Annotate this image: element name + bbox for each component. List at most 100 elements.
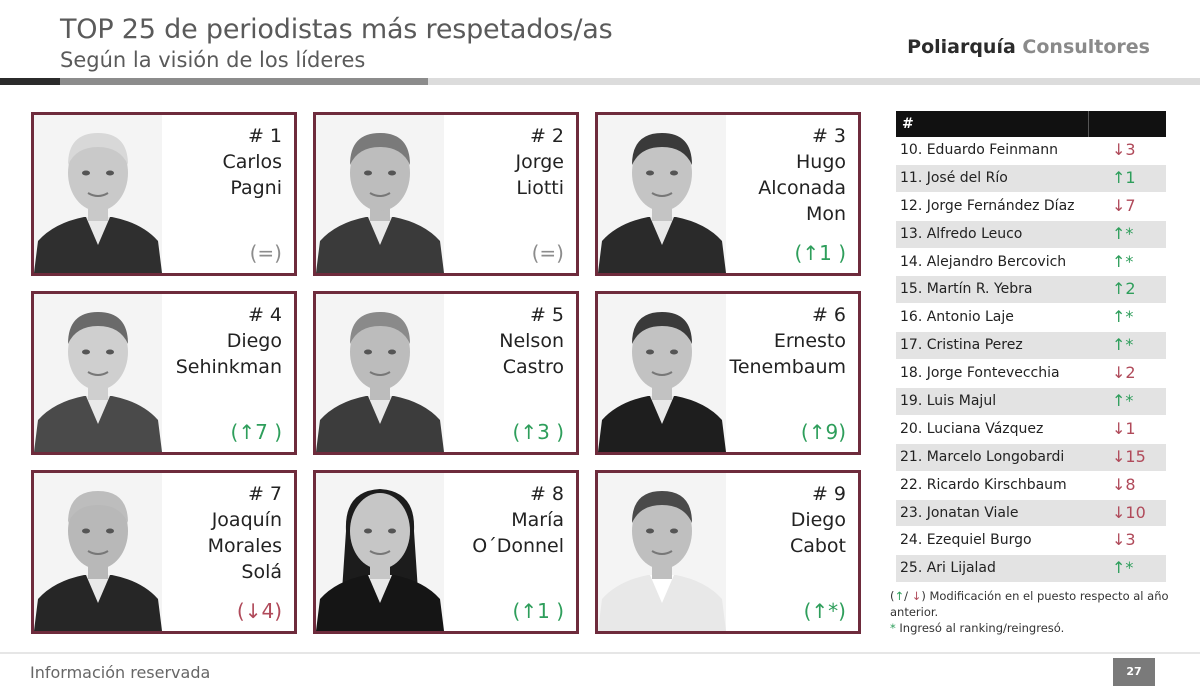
table-row: 20. Luciana Vázquez ↓1 <box>896 416 1166 444</box>
journalist-name-line-2: O´Donnel <box>472 535 564 557</box>
table-row-name: 17. Cristina Perez <box>900 337 1023 354</box>
table-row-change: ↓3 <box>1112 140 1136 159</box>
table-row-change: ↑* <box>1112 335 1134 355</box>
table-row-change: ↑1 <box>1112 167 1136 187</box>
journalist-name-line-1: Ernesto <box>773 330 846 352</box>
journalist-card: # 6 Ernesto Tenembaum (↑9) <box>595 291 861 455</box>
journalist-rank: # 4 <box>247 304 282 326</box>
journalist-photo <box>316 115 444 273</box>
journalist-name-line-2: Alconada <box>758 177 846 199</box>
journalist-rank: # 6 <box>811 304 846 326</box>
legend-line-2: * Ingresó al ranking/reingresó. <box>890 620 1180 636</box>
rank-change: (↑9) <box>800 420 846 444</box>
table-header-separator <box>1088 111 1089 137</box>
page-title: TOP 25 de periodistas más respetados/as <box>60 14 613 45</box>
journalist-photo <box>34 294 162 452</box>
rank-change: (↑*) <box>803 599 846 623</box>
journalist-name-line-2: Cabot <box>789 535 846 557</box>
journalist-rank: # 8 <box>529 483 564 505</box>
table-row: 23. Jonatan Viale ↓10 <box>896 499 1166 528</box>
table-row: 21. Marcelo Longobardi ↓15 <box>896 443 1166 472</box>
legend-asterisk: * <box>890 621 896 635</box>
table-row-change: ↓7 <box>1112 195 1136 215</box>
journalist-rank: # 3 <box>811 125 846 147</box>
legend-slash: / <box>904 589 912 603</box>
rank-change: (↑1 ) <box>794 241 846 265</box>
journalist-photo <box>316 473 444 631</box>
journalist-info: # 2 Jorge Liotti <box>516 123 564 201</box>
legend: (↑/ ↓) Modificación en el puesto respect… <box>890 588 1180 636</box>
journalist-card: # 7 Joaquín Morales Solá (↓4) <box>31 470 297 634</box>
table-row-change: ↓15 <box>1112 446 1146 466</box>
table-row-change: ↓3 <box>1112 530 1136 550</box>
journalist-name-line-2: Tenembaum <box>729 356 846 378</box>
table-row-name: 24. Ezequiel Burgo <box>900 532 1032 549</box>
journalist-rank: # 7 <box>247 483 282 505</box>
page-number: 27 <box>1113 658 1155 686</box>
table-row-change: ↑* <box>1112 391 1134 411</box>
journalist-name-line-1: Nelson <box>499 330 564 352</box>
journalist-rank: # 2 <box>529 125 564 147</box>
journalist-info: # 3 Hugo Alconada Mon <box>758 123 846 227</box>
table-row: 13. Alfredo Leuco ↑* <box>896 220 1166 249</box>
rank-change: (↑7 ) <box>230 420 282 444</box>
journalist-info: # 9 Diego Cabot <box>790 481 846 559</box>
table-row-name: 19. Luis Majul <box>900 393 997 410</box>
journalist-info: # 7 Joaquín Morales Solá <box>208 481 282 585</box>
table-row-name: 12. Jorge Fernández Díaz <box>900 197 1075 214</box>
table-row: 14. Alejandro Bercovich ↑* <box>896 249 1166 277</box>
legend-up-arrow: ↑ <box>894 589 905 603</box>
header-divider-dark <box>0 78 60 85</box>
legend-open: ( <box>890 589 895 603</box>
table-row-name: 18. Jorge Fontevecchia <box>900 365 1060 382</box>
table-row: 11. José del Río ↑1 <box>896 164 1166 193</box>
table-header: # <box>896 111 1166 137</box>
table-row: 10. Eduardo Feinmann ↓3 <box>896 137 1166 165</box>
journalist-name-line-1: Jorge <box>515 151 564 173</box>
rank-change: (↑1 ) <box>512 599 564 623</box>
journalist-info: # 8 María O´Donnel <box>472 481 564 559</box>
table-row: 15. Martín R. Yebra ↑2 <box>896 276 1166 305</box>
journalist-card: # 4 Diego Sehinkman (↑7 ) <box>31 291 297 455</box>
journalist-info: # 6 Ernesto Tenembaum <box>729 302 846 380</box>
table-row-name: 13. Alfredo Leuco <box>900 225 1023 242</box>
journalist-name-line-1: Joaquín <box>211 509 282 531</box>
journalist-name-line-1: Hugo <box>795 151 846 173</box>
journalist-photo <box>598 115 726 273</box>
journalist-card: # 3 Hugo Alconada Mon (↑1 ) <box>595 112 861 276</box>
journalist-photo <box>316 294 444 452</box>
journalist-name-line-2: Sehinkman <box>175 356 282 378</box>
journalist-rank: # 5 <box>529 304 564 326</box>
journalist-photo <box>34 115 162 273</box>
table-row-change: ↓8 <box>1112 474 1136 494</box>
table-row-name: 23. Jonatan Viale <box>900 504 1019 521</box>
journalist-card: # 9 Diego Cabot (↑*) <box>595 470 861 634</box>
table-row-change: ↑* <box>1112 307 1134 327</box>
table-row: 17. Cristina Perez ↑* <box>896 332 1166 361</box>
header-divider-mid <box>60 78 428 85</box>
table-header-label: # <box>902 116 914 132</box>
table-row: 25. Ari Lijalad ↑* <box>896 555 1166 584</box>
ranking-table: # 10. Eduardo Feinmann ↓3 11. José del R… <box>896 111 1166 584</box>
table-row-name: 14. Alejandro Bercovich <box>900 253 1067 270</box>
table-row-name: 22. Ricardo Kirschbaum <box>900 476 1067 493</box>
legend-text-2: Ingresó al ranking/reingresó. <box>895 621 1065 635</box>
legend-text-1: ) Modificación en el puesto respecto al … <box>890 589 1169 619</box>
table-row-change: ↓2 <box>1112 363 1136 383</box>
journalist-name-line-2: Liotti <box>516 177 564 199</box>
journalist-photo <box>34 473 162 631</box>
journalist-photo <box>598 294 726 452</box>
journalist-card: # 1 Carlos Pagni (=) <box>31 112 297 276</box>
footer-divider <box>0 652 1200 654</box>
legend-down-arrow: ↓ <box>911 589 922 603</box>
rank-change: (=) <box>249 241 282 265</box>
table-row-name: 11. José del Río <box>900 169 1008 186</box>
rank-change: (↓4) <box>236 599 282 623</box>
rank-change: (↑3 ) <box>512 420 564 444</box>
journalist-name-line-3: Mon <box>805 203 846 225</box>
table-row: 24. Ezequiel Burgo ↓3 <box>896 527 1166 556</box>
journalist-name-line-3: Solá <box>241 561 282 583</box>
table-row-name: 25. Ari Lijalad <box>900 560 996 577</box>
brand-suffix: Consultores <box>1022 36 1150 58</box>
table-row-change: ↑* <box>1112 223 1134 243</box>
